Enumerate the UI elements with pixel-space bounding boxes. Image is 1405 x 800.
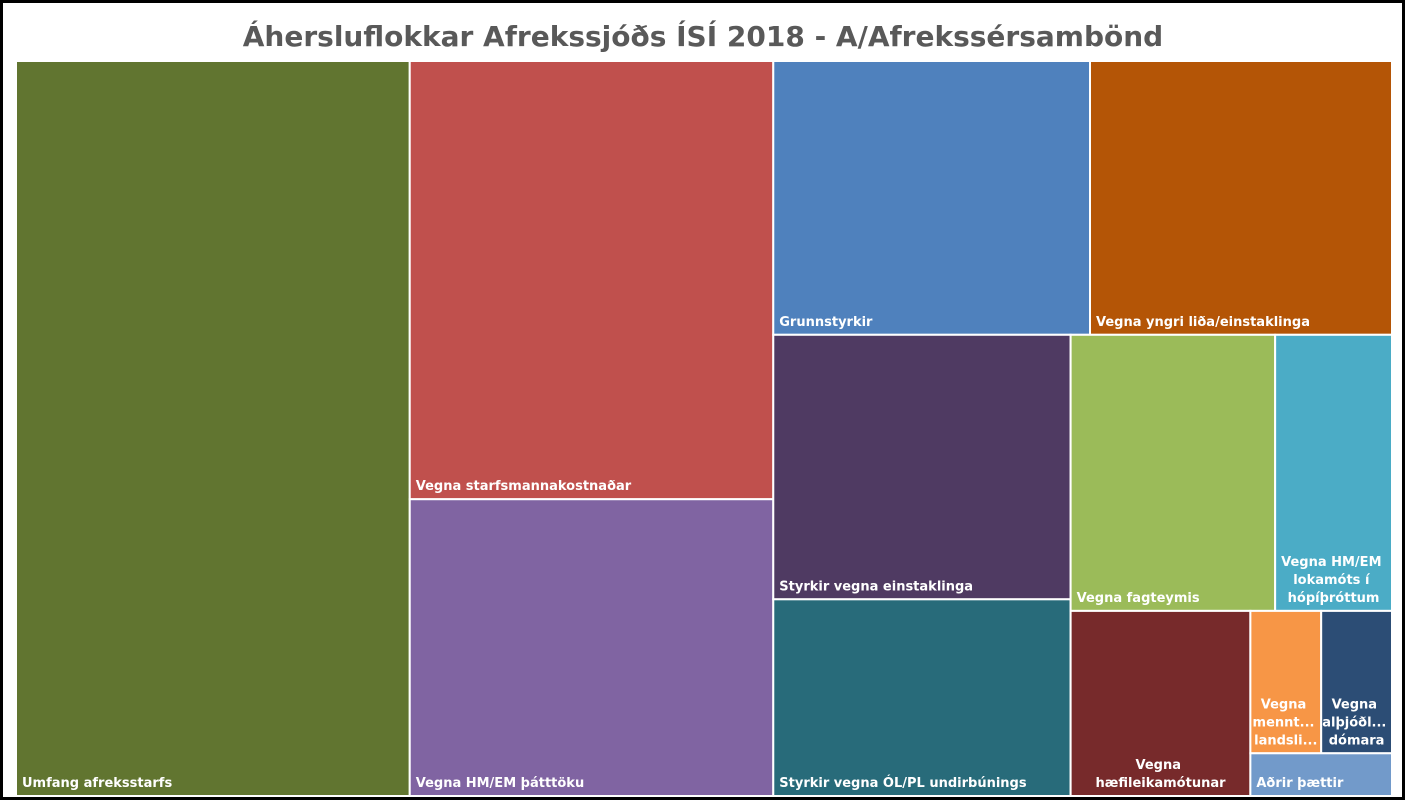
tile-label: Umfang afreksstarfs bbox=[22, 776, 172, 791]
tile-label: Aðrir þættir bbox=[1256, 776, 1344, 791]
tile-label: Vegna fagteymis bbox=[1077, 591, 1200, 606]
tile bbox=[1069, 333, 1277, 612]
tile-label: Grunnstyrkir bbox=[779, 315, 873, 330]
tile-label: Vegna yngri liða/einstaklinga bbox=[1096, 315, 1310, 330]
tile-label: Styrkir vegna einstaklinga bbox=[779, 579, 973, 594]
tile-label: Vegna hæfileikamótunar bbox=[1095, 758, 1226, 791]
tile bbox=[1069, 609, 1252, 798]
tile bbox=[772, 60, 1092, 336]
tile bbox=[1249, 609, 1323, 755]
tile-label: Vegna alþjóðl... dómara bbox=[1322, 697, 1391, 748]
tile-label: Vegna mennt... landsli... bbox=[1253, 697, 1319, 748]
tile bbox=[1320, 609, 1394, 755]
tile bbox=[408, 498, 775, 797]
tile bbox=[772, 598, 1072, 797]
tile bbox=[772, 333, 1072, 601]
tile bbox=[408, 60, 775, 501]
tile bbox=[15, 60, 411, 797]
tile-label: Vegna HM/EM lokamóts í hópíþróttum bbox=[1281, 555, 1386, 606]
tile-label: Styrkir vegna ÓL/PL undirbúnings bbox=[779, 775, 1027, 791]
tile bbox=[1249, 752, 1393, 797]
tile bbox=[1089, 60, 1393, 336]
chart-title: Áhersluflokkar Afrekssjóðs ÍSÍ 2018 - A/… bbox=[243, 19, 1163, 53]
tile bbox=[1274, 333, 1394, 612]
tile-label: Vegna starfsmannakostnaðar bbox=[416, 479, 632, 494]
tile-label: Vegna HM/EM þátttöku bbox=[416, 776, 585, 791]
